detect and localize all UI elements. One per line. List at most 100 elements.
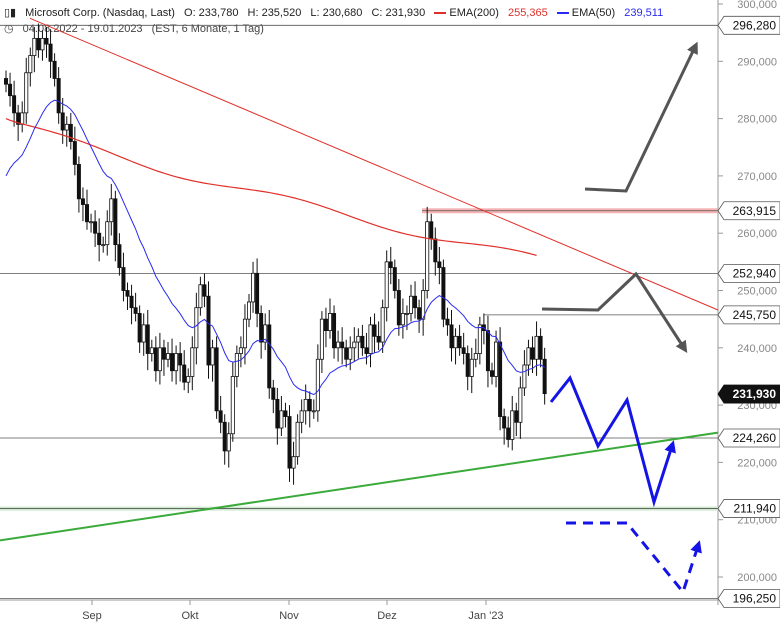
candle [336, 330, 341, 362]
candle [283, 402, 288, 428]
candle-down [429, 221, 434, 240]
candle [421, 279, 426, 336]
candle [24, 57, 29, 124]
candle [230, 361, 235, 442]
price-level-value: 263,915 [733, 204, 777, 218]
candle [44, 26, 49, 58]
candle [441, 259, 446, 328]
candle [85, 189, 90, 230]
candle [174, 345, 179, 385]
candle [153, 336, 158, 382]
candle [60, 97, 65, 144]
price-level-tag [717, 264, 780, 284]
candle [190, 336, 195, 391]
candle [8, 72, 13, 107]
candle [271, 379, 276, 414]
y-tick-label: 220,000 [737, 457, 777, 469]
candle [340, 327, 345, 365]
candle [80, 187, 85, 222]
candle [473, 338, 478, 368]
candle [64, 116, 69, 147]
candle [141, 313, 146, 356]
candle-down [457, 335, 462, 349]
low-value: L: 230,680 [310, 7, 363, 19]
candle-up [64, 123, 69, 131]
candle [344, 339, 349, 368]
candle-up [299, 410, 304, 423]
candle-down [68, 123, 73, 142]
candle-down [323, 318, 328, 332]
candle-up [510, 410, 515, 440]
candle [457, 324, 462, 356]
candle [299, 399, 304, 434]
bearish-scenario-arrow [549, 375, 676, 508]
candle-down [206, 295, 211, 366]
candle [48, 29, 53, 78]
candle-down [48, 43, 53, 62]
candle [514, 402, 519, 437]
price-level-tag [717, 201, 780, 221]
candle-down [129, 295, 134, 309]
candle [125, 282, 130, 310]
candle [165, 342, 170, 368]
candle [485, 315, 490, 388]
candle-down [332, 313, 337, 349]
candle-down [259, 313, 264, 343]
date-range: 04.08.2022 - 19.01.2023 [22, 23, 143, 35]
candle-up [348, 347, 353, 360]
candle-down [182, 364, 187, 383]
candle-down [340, 341, 345, 349]
candle [202, 273, 207, 308]
candle-down [85, 204, 90, 223]
candle [364, 332, 369, 365]
candle [68, 112, 73, 150]
price-level-tag [717, 499, 780, 518]
candle [469, 347, 474, 394]
candle-down [267, 324, 272, 389]
candle [194, 292, 199, 365]
candle-up [198, 284, 203, 309]
candle-up [251, 272, 256, 303]
candle [429, 213, 434, 250]
y-tick-label: 280,000 [737, 114, 777, 126]
price-level-label: 196,250 [717, 589, 780, 608]
price-level-label: 245,750 [717, 305, 780, 325]
candle-down [498, 341, 503, 417]
candle-down [441, 267, 446, 320]
candle [36, 23, 41, 58]
candle [218, 395, 223, 434]
candle [327, 298, 332, 339]
price-level-tag [717, 384, 780, 404]
candle [461, 332, 466, 365]
candle-down [514, 410, 519, 423]
candle-down [433, 238, 438, 263]
candle-down [283, 410, 288, 417]
x-tick-label: Nov [279, 610, 299, 622]
close-value: C: 231,930 [371, 7, 426, 19]
candle-up [327, 313, 332, 332]
candle-down [12, 95, 17, 114]
candle-up [226, 433, 231, 452]
candle-up [230, 376, 235, 435]
candle-up [186, 376, 191, 383]
candle-down [170, 353, 175, 372]
candle [121, 252, 126, 302]
candle [186, 368, 191, 394]
candle-up [101, 244, 106, 247]
candle [32, 26, 37, 73]
candle [323, 307, 328, 348]
candle [210, 339, 215, 382]
candle-down [364, 347, 369, 354]
candle-down [376, 335, 381, 343]
candle-down [506, 427, 511, 440]
candle [182, 350, 187, 391]
candle [408, 284, 413, 322]
candle-up [352, 341, 357, 349]
candle [465, 345, 470, 391]
candle [542, 347, 547, 405]
candle-up [89, 221, 94, 224]
candle-up [494, 341, 499, 377]
candle [133, 292, 138, 322]
candle [275, 387, 280, 445]
candle-up [234, 353, 239, 377]
